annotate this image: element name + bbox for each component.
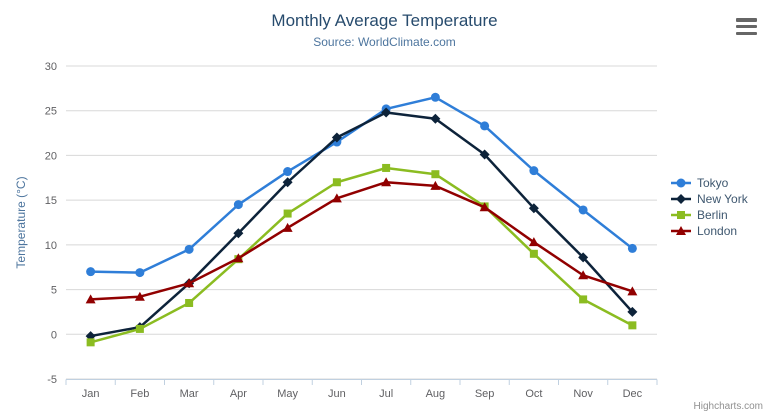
series-line <box>89 181 634 301</box>
legend: Tokyo New York Berlin London <box>670 177 748 237</box>
marker-circle <box>86 267 96 277</box>
y-axis-tick-label: 5 <box>51 285 57 297</box>
marker-diamond <box>627 306 638 317</box>
y-axis-tick-label: 0 <box>51 329 57 341</box>
legend-label: Berlin <box>697 208 728 222</box>
marker-triangle <box>479 202 490 212</box>
hamburger-menu-icon <box>736 31 757 35</box>
legend-item-new-york[interactable]: New York <box>670 193 748 205</box>
x-axis-tick-label: Apr <box>230 388 247 400</box>
chart-title: Monthly Average Temperature <box>271 11 498 30</box>
x-axis-tick-label: Dec <box>623 388 643 400</box>
marker-square <box>86 338 95 347</box>
credits-link[interactable]: Highcharts.com <box>693 401 763 412</box>
legend-marker-circle-icon <box>671 178 691 188</box>
marker-square <box>579 295 588 304</box>
series-line <box>89 166 634 344</box>
marker-circle <box>627 243 637 253</box>
marker-circle <box>233 200 243 210</box>
x-axis-tick-label: Jun <box>328 388 346 400</box>
marker-square <box>185 298 194 307</box>
y-axis-labels: -5 0 5 10 15 20 25 30 <box>45 61 57 386</box>
legend-item-tokyo[interactable]: Tokyo <box>670 177 748 189</box>
hamburger-menu-button[interactable] <box>736 18 758 35</box>
x-axis: Jan Feb Mar Apr May Jun Jul Aug Sep Oct Nov Dec <box>65 379 658 400</box>
series-line <box>89 111 634 338</box>
marker-triangle <box>578 270 589 280</box>
marker-square <box>677 211 685 219</box>
x-axis-tick-label: Sep <box>475 388 495 400</box>
x-axis-tick-label: Aug <box>426 388 446 400</box>
legend-marker-square-icon <box>671 211 691 219</box>
marker-triangle <box>381 177 392 187</box>
marker-triangle <box>184 278 195 288</box>
legend-label: London <box>697 224 738 238</box>
y-axis-tick-label: 20 <box>45 150 57 162</box>
series-london <box>85 177 638 304</box>
marker-circle <box>283 167 293 177</box>
marker-diamond <box>479 149 490 160</box>
marker-circle <box>529 166 539 176</box>
marker-square <box>283 209 292 218</box>
marker-diamond <box>430 113 441 124</box>
legend-marker-diamond-icon <box>671 194 691 204</box>
marker-circle <box>480 121 490 131</box>
x-axis-tick-label: Nov <box>573 388 593 400</box>
series-new-york <box>85 107 638 342</box>
marker-diamond <box>381 107 392 118</box>
marker-triangle <box>331 193 342 203</box>
marker-triangle <box>233 253 244 263</box>
y-axis-tick-label: 25 <box>45 106 57 118</box>
x-axis-tick-label: May <box>277 388 298 400</box>
marker-circle <box>676 178 686 188</box>
marker-triangle <box>528 237 539 247</box>
x-axis-tick-label: Jan <box>82 388 100 400</box>
marker-square <box>382 163 391 172</box>
marker-triangle <box>676 226 686 235</box>
marker-diamond <box>282 177 293 188</box>
marker-circle <box>135 268 145 278</box>
y-axis-title: Temperature (°C) <box>14 176 28 268</box>
gridlines <box>66 65 657 380</box>
series-tokyo <box>86 92 637 278</box>
marker-square <box>529 249 538 258</box>
legend-item-london[interactable]: London <box>670 225 748 237</box>
marker-square <box>628 321 637 330</box>
x-axis-tick-label: Mar <box>180 388 199 400</box>
marker-diamond <box>331 132 342 143</box>
x-axis-tick-label: Oct <box>525 388 542 400</box>
y-axis-tick-label: 30 <box>45 61 57 73</box>
marker-triangle <box>627 286 638 296</box>
y-axis-tick-label: 10 <box>45 240 57 252</box>
legend-item-berlin[interactable]: Berlin <box>670 209 748 221</box>
legend-label: New York <box>697 192 748 206</box>
marker-triangle <box>282 222 293 232</box>
chart-subtitle: Source: WorldClimate.com <box>313 35 456 49</box>
marker-square <box>135 324 144 333</box>
marker-triangle <box>430 180 441 190</box>
hamburger-menu-icon <box>736 24 757 29</box>
marker-diamond <box>528 203 539 214</box>
legend-label: Tokyo <box>697 176 729 190</box>
series-line <box>89 96 634 274</box>
marker-diamond <box>676 194 686 204</box>
marker-diamond <box>578 252 589 263</box>
marker-square <box>431 170 440 179</box>
marker-circle <box>430 92 440 102</box>
y-axis-tick-label: 15 <box>45 195 57 207</box>
marker-square <box>332 178 341 187</box>
marker-circle <box>184 244 194 254</box>
marker-diamond <box>233 228 244 239</box>
marker-circle <box>578 205 588 215</box>
x-axis-tick-label: Feb <box>130 388 149 400</box>
legend-marker-triangle-icon <box>671 226 691 235</box>
hamburger-menu-icon <box>736 18 757 22</box>
marker-triangle <box>85 294 96 304</box>
x-axis-tick-label: Jul <box>379 388 393 400</box>
y-axis-tick-label: -5 <box>47 374 57 386</box>
marker-triangle <box>134 291 145 301</box>
